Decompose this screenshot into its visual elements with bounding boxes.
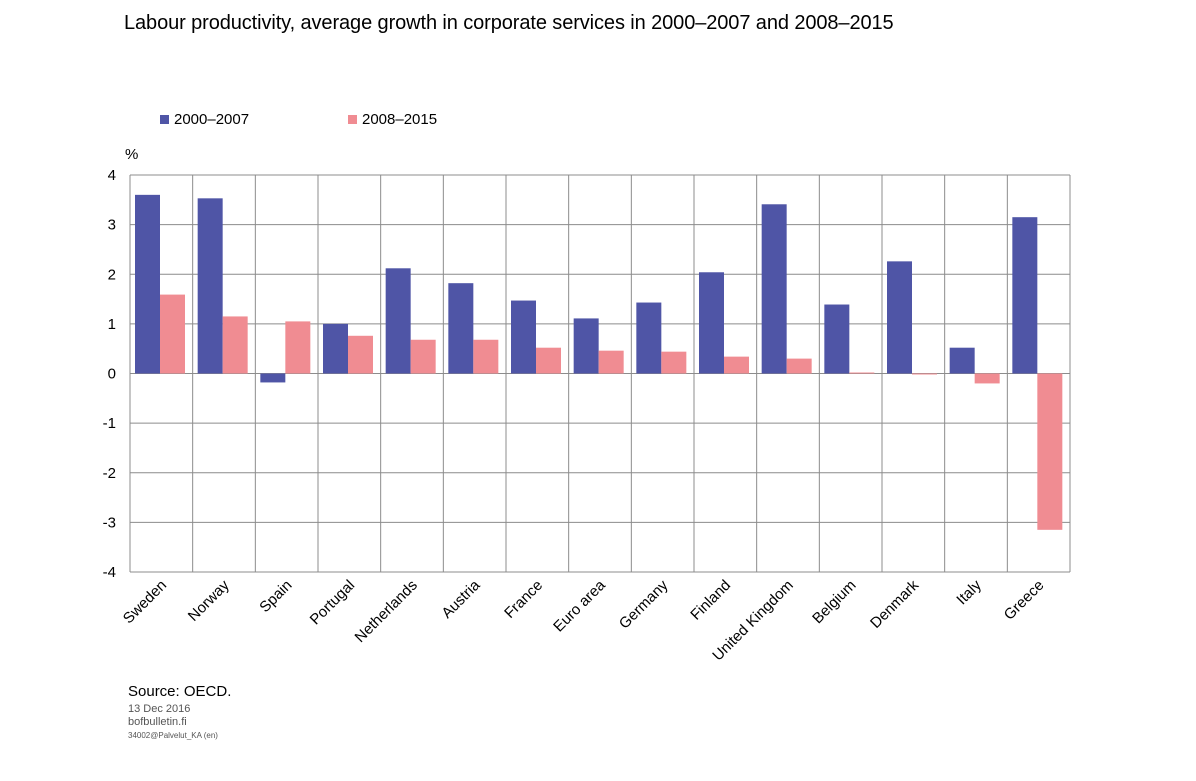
bar-2008-2015	[536, 347, 561, 374]
bar-2008-2015	[849, 372, 875, 374]
x-tick-label: France	[501, 577, 546, 622]
bar-2000-2007	[323, 323, 348, 374]
x-tick-label: Greece	[1001, 577, 1048, 624]
bar-2000-2007	[636, 302, 662, 374]
x-tick-label: Euro area	[550, 576, 609, 635]
chart-legend: 2000–2007 2008–2015	[0, 111, 1196, 131]
publication-date: 13 Dec 2016	[128, 703, 191, 715]
bar-2000-2007	[197, 198, 223, 374]
legend-item-2008-2015: 2008–2015	[348, 111, 437, 128]
legend-item-2000-2007: 2000–2007	[160, 111, 249, 128]
y-tick-label: 0	[108, 366, 116, 383]
bar-2000-2007	[573, 318, 599, 374]
bar-2000-2007	[824, 304, 850, 374]
legend-swatch-2008-2015	[348, 115, 357, 124]
site-name: bofbulletin.fi	[128, 716, 187, 728]
x-tick-label: Netherlands	[352, 577, 421, 646]
x-tick-label: Portugal	[307, 577, 359, 629]
bar-2000-2007	[699, 272, 724, 374]
bar-2008-2015	[410, 339, 436, 374]
bar-2008-2015	[285, 321, 311, 374]
x-tick-label: Italy	[953, 576, 985, 608]
legend-swatch-2000-2007	[160, 115, 169, 124]
bar-2008-2015	[348, 335, 373, 374]
x-tick-label: Sweden	[120, 577, 170, 627]
chart-title: Labour productivity, average growth in c…	[124, 12, 894, 34]
x-tick-label: Norway	[185, 576, 233, 624]
bar-2008-2015	[661, 351, 687, 374]
bar-2000-2007	[260, 373, 286, 383]
bar-2008-2015	[222, 316, 248, 374]
y-tick-label: 2	[108, 266, 116, 283]
bar-2000-2007	[1012, 217, 1038, 374]
y-tick-label: -2	[103, 465, 116, 482]
x-tick-label: Denmark	[867, 576, 922, 631]
bar-2000-2007	[448, 283, 474, 374]
y-tick-label: 1	[108, 316, 116, 333]
bar-2008-2015	[1037, 373, 1063, 530]
y-tick-label: 3	[108, 217, 116, 234]
bar-2000-2007	[511, 300, 536, 374]
bar-2008-2015	[974, 373, 1000, 384]
bar-2008-2015	[786, 358, 812, 374]
x-tick-label: Finland	[687, 577, 734, 624]
y-axis-unit-label: %	[125, 146, 139, 163]
x-tick-label: Austria	[438, 576, 483, 621]
x-tick-label: Belgium	[809, 577, 859, 627]
source-note: Source: OECD.	[128, 683, 232, 700]
bar-2000-2007	[949, 347, 975, 374]
legend-label-2008-2015: 2008–2015	[362, 111, 438, 128]
bar-2000-2007	[887, 261, 912, 374]
bar-2000-2007	[761, 204, 787, 374]
y-tick-label: -1	[103, 415, 116, 432]
y-tick-label: -4	[103, 564, 116, 581]
bar-2008-2015	[724, 356, 749, 374]
bar-2008-2015	[912, 373, 937, 375]
bar-2008-2015	[473, 339, 499, 374]
bar-2000-2007	[385, 268, 411, 374]
x-tick-label: Germany	[616, 576, 672, 632]
chart-code: 34002@Palvelut_KA (en)	[128, 731, 218, 740]
legend-label-2000-2007: 2000–2007	[174, 111, 250, 128]
bar-2008-2015	[160, 294, 185, 374]
y-tick-label: -3	[103, 514, 116, 531]
y-tick-label: 4	[108, 167, 116, 184]
bar-2008-2015	[598, 350, 624, 374]
x-tick-label: Spain	[256, 577, 295, 616]
bar-2000-2007	[135, 194, 160, 374]
